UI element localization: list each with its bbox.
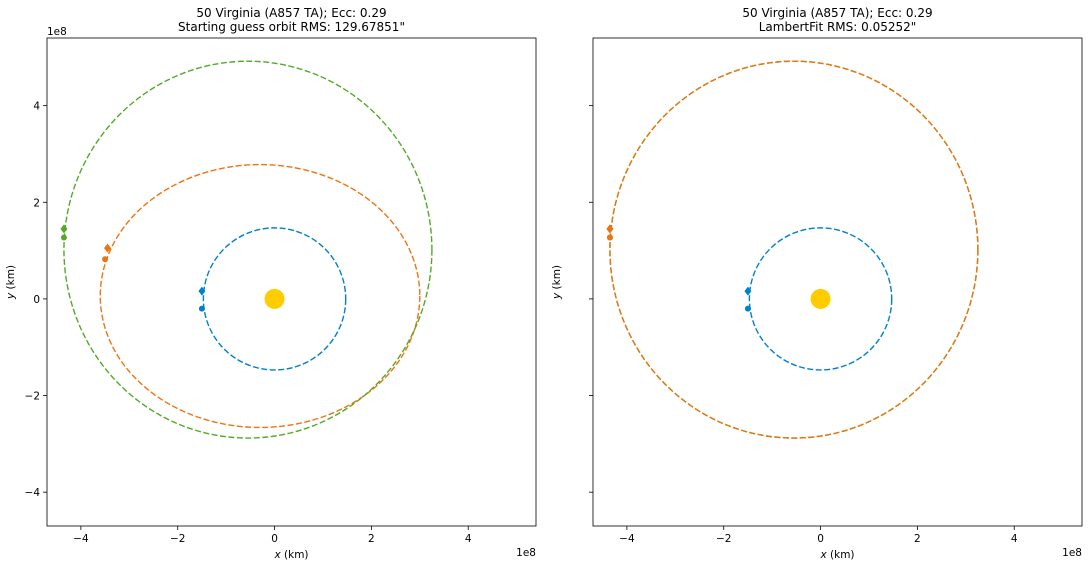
dot-marker-2 <box>102 256 109 263</box>
sun-marker <box>810 288 831 309</box>
orbit-1 <box>748 227 893 371</box>
chart-title: 50 Virginia (A857 TA); Ecc: 0.29 <box>196 6 386 20</box>
orbit-2 <box>99 163 421 429</box>
x-tick-label: 4 <box>1011 533 1018 545</box>
dot-marker-1 <box>744 305 751 312</box>
orbit-3 <box>63 60 433 439</box>
y-tick-label: −2 <box>25 391 40 403</box>
x-axis-label-var: x <box>273 549 281 561</box>
x-tick-label: −2 <box>170 533 185 545</box>
axes-frame <box>592 37 1083 527</box>
x-tick-label: 0 <box>271 533 278 545</box>
orbit-2 <box>609 60 979 439</box>
diamond-marker-1 <box>198 286 206 296</box>
x-tick-label: 2 <box>368 533 375 545</box>
diamond-marker-2 <box>104 243 112 253</box>
x-tick-label: −2 <box>716 533 731 545</box>
y-axis-label-var: y <box>551 292 563 300</box>
chart-panel-1: 50 Virginia (A857 TA); Ecc: 0.29Starting… <box>5 6 537 561</box>
y-axis-label-unit: (km) <box>5 265 17 293</box>
y-tick-label: 2 <box>33 197 40 209</box>
dot-marker-3 <box>606 234 613 241</box>
chart-panel-2: 50 Virginia (A857 TA); Ecc: 0.29LambertF… <box>551 6 1083 561</box>
x-tick-label: −4 <box>73 533 89 545</box>
x-axis-label: x (km) <box>819 549 854 561</box>
y-tick-label: −4 <box>25 487 41 499</box>
diamond-marker-3 <box>60 224 68 234</box>
y-tick-label: 0 <box>33 294 40 306</box>
orbit-3 <box>609 60 979 439</box>
plot-area <box>60 60 433 439</box>
x-axis-label-unit: (km) <box>827 549 855 561</box>
x-tick-label: 2 <box>914 533 921 545</box>
x-offset-label: 1e8 <box>516 547 536 559</box>
y-offset-label: 1e8 <box>47 26 67 38</box>
orbit-1 <box>202 227 347 371</box>
diamond-marker-1 <box>744 286 752 296</box>
chart-title: 50 Virginia (A857 TA); Ecc: 0.29 <box>742 6 932 20</box>
x-axis-label: x (km) <box>273 549 308 561</box>
x-offset-label: 1e8 <box>1062 547 1082 559</box>
chart-subtitle: Starting guess orbit RMS: 129.67851" <box>178 20 405 34</box>
y-axis-label: y (km) <box>5 265 17 300</box>
dot-marker-3 <box>60 234 67 241</box>
x-tick-label: 4 <box>465 533 472 545</box>
chart-subtitle: LambertFit RMS: 0.05252" <box>759 20 917 34</box>
y-axis-label: y (km) <box>551 265 563 300</box>
dot-marker-1 <box>198 305 205 312</box>
axes-frame <box>46 37 537 527</box>
y-axis-label-var: y <box>5 292 17 300</box>
x-axis-label-var: x <box>819 549 827 561</box>
x-axis-label-unit: (km) <box>281 549 309 561</box>
y-axis-label-unit: (km) <box>551 265 563 293</box>
y-tick-label: 4 <box>33 101 40 113</box>
sun-marker <box>264 288 285 309</box>
x-tick-label: −4 <box>619 533 635 545</box>
x-tick-label: 0 <box>817 533 824 545</box>
diamond-marker-3 <box>606 224 614 234</box>
plot-area <box>606 60 979 439</box>
